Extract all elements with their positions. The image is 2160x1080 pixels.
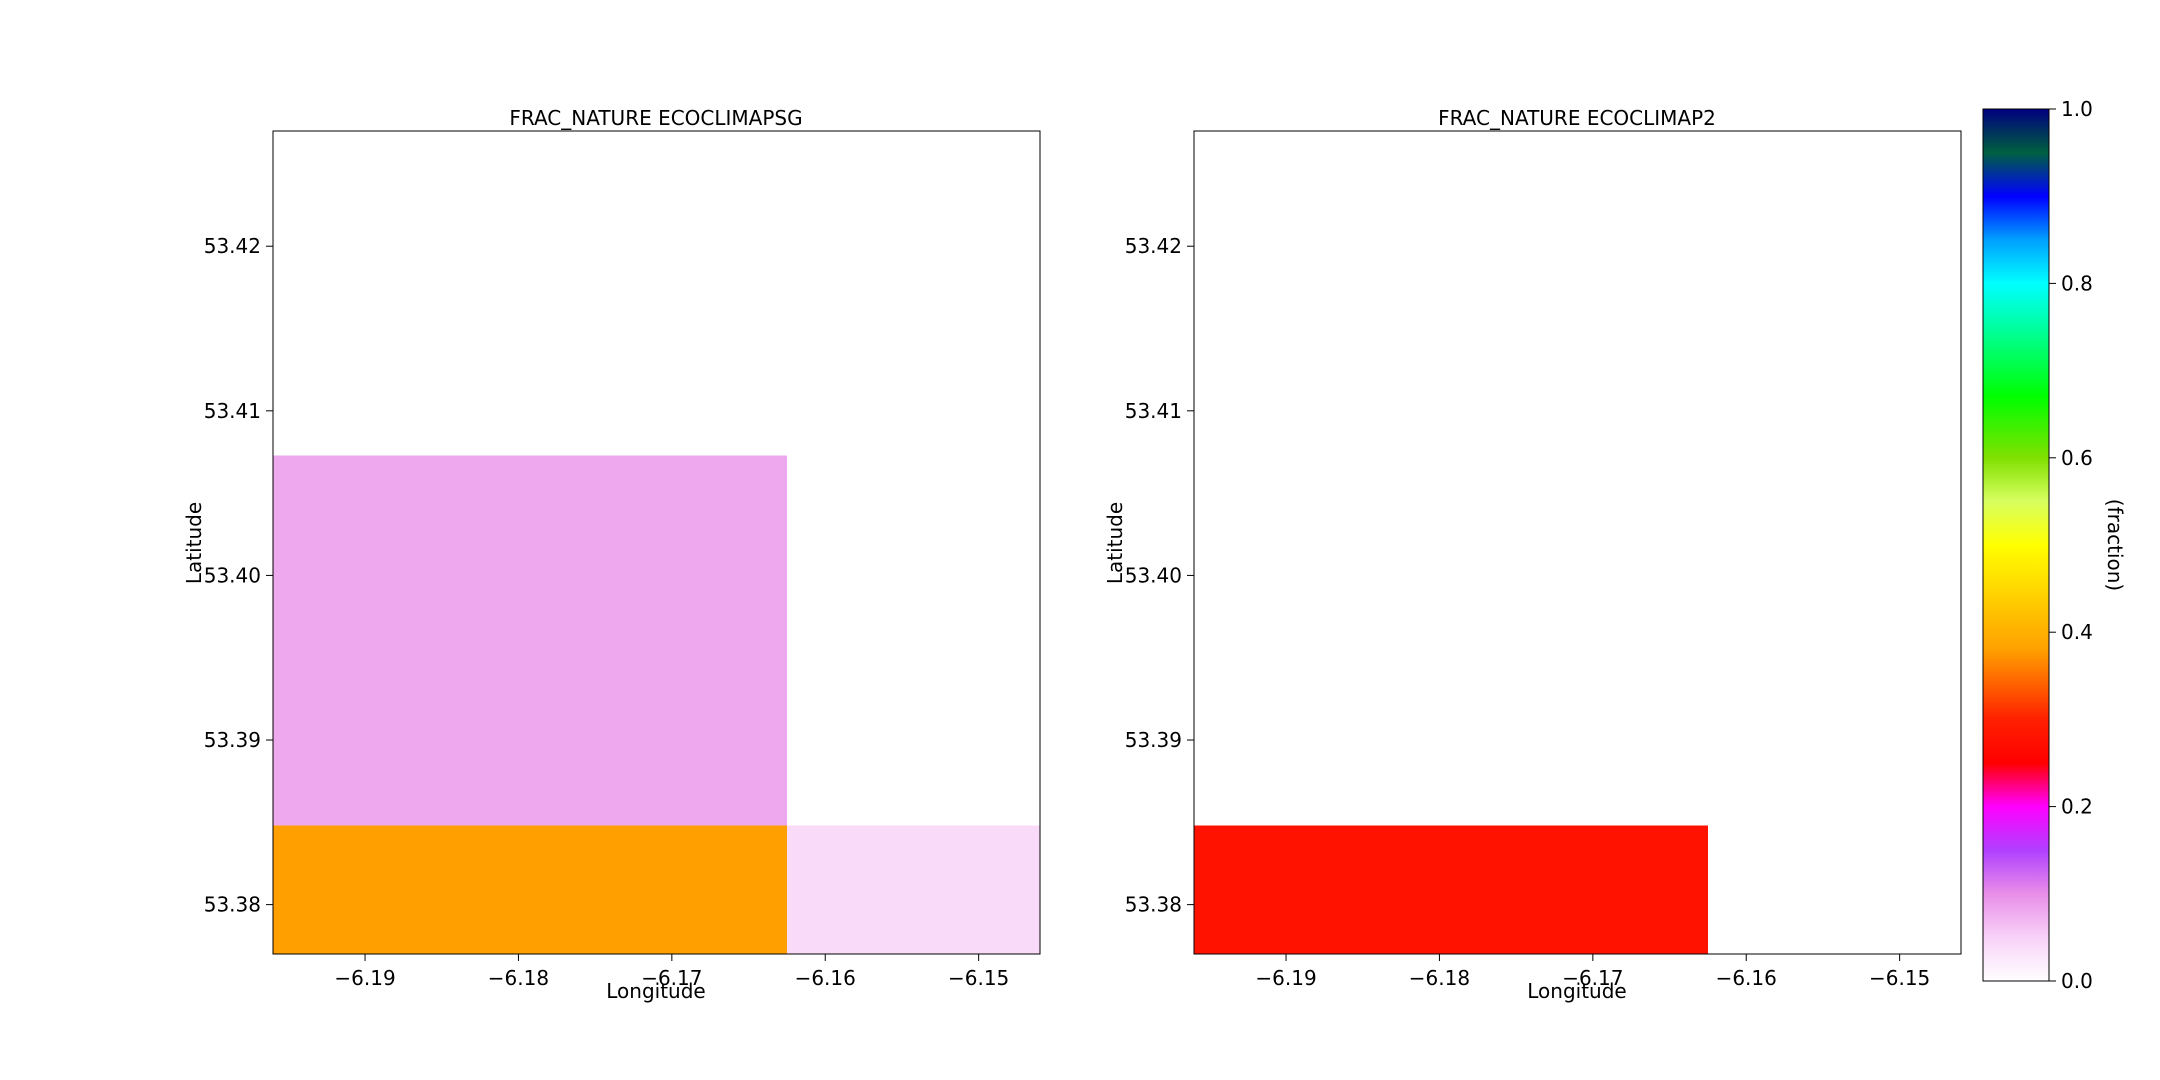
x-tick-label: −6.18 — [488, 966, 549, 990]
x-tick-label: −6.18 — [1409, 966, 1470, 990]
plot-frame — [1193, 130, 1962, 955]
heatmap-cell-0 — [273, 825, 787, 954]
colorbar-tick-label: 0.6 — [2061, 446, 2093, 470]
heatmap-cell-3 — [786, 455, 1040, 826]
x-axis-label: Longitude — [606, 979, 705, 1003]
y-axis-ticks: 53.38 53.39 53.40 53.41 53.42 — [204, 234, 273, 917]
panel-ecoclimap2: FRAC_NATURE ECOCLIMAP2 −6.19 −6.18 −6.17 −6… — [1103, 106, 1962, 1003]
x-tick-label: −6.15 — [948, 966, 1009, 990]
x-tick-label: −6.19 — [334, 966, 395, 990]
colorbar-tick-label: 1.0 — [2061, 97, 2093, 121]
y-tick-label: 53.41 — [204, 399, 261, 423]
x-axis-label: Longitude — [1527, 979, 1626, 1003]
x-tick-label: −6.17 — [1562, 966, 1623, 990]
y-axis-label: Latitude — [182, 502, 206, 584]
colorbar-tick-label: 0.2 — [2061, 795, 2093, 819]
heatmap-cells — [273, 131, 1040, 954]
plot-frame — [272, 130, 1041, 955]
x-tick-label: −6.15 — [1869, 966, 1930, 990]
colorbar-tick-label: 0.8 — [2061, 271, 2093, 295]
colorbar-ticks: 0.0 0.2 0.4 0.6 0.8 1.0 — [2049, 97, 2093, 993]
y-tick-label: 53.41 — [1125, 399, 1182, 423]
y-tick-label: 53.42 — [204, 234, 261, 258]
y-tick-label: 53.40 — [204, 563, 261, 587]
heatmap-cell-2 — [273, 455, 787, 826]
y-tick-label: 53.40 — [1125, 563, 1182, 587]
y-tick-label: 53.39 — [1125, 728, 1182, 752]
panel-ecoclimapsg: FRAC_NATURE ECOCLIMAPSG −6.19 −6.18 −6.17−… — [182, 106, 1041, 1003]
heatmap-cell-1 — [1707, 825, 1961, 954]
x-axis-ticks: −6.19 −6.18 −6.17 −6.16 −6.15 — [1255, 954, 1930, 990]
x-tick-label: −6.16 — [795, 966, 856, 990]
colorbar: 0.0 0.2 0.4 0.6 0.8 1.0 (fraction) — [1982, 97, 2127, 993]
panel-title: FRAC_NATURE ECOCLIMAPSG — [509, 106, 802, 130]
heatmap-cells — [1194, 131, 1961, 954]
x-tick-label: −6.16 — [1716, 966, 1777, 990]
y-tick-label: 53.38 — [204, 893, 261, 917]
heatmap-cell-0 — [1194, 825, 1708, 954]
x-tick-label: −6.19 — [1255, 966, 1316, 990]
y-tick-label: 53.38 — [1125, 893, 1182, 917]
x-tick-label: −6.17 — [641, 966, 702, 990]
colorbar-tick-label: 0.4 — [2061, 620, 2093, 644]
x-axis-ticks: −6.19 −6.18 −6.17 −6.16 −6.15 — [334, 954, 1009, 990]
heatmap-cell-1 — [786, 825, 1040, 954]
heatmap-cell-4 — [273, 131, 1040, 456]
colorbar-label: (fraction) — [2103, 499, 2127, 591]
colorbar-tick-label: 0.0 — [2061, 969, 2093, 993]
heatmap-cell-2 — [1194, 131, 1961, 826]
y-axis-label: Latitude — [1103, 502, 1127, 584]
y-tick-label: 53.39 — [204, 728, 261, 752]
y-tick-label: 53.42 — [1125, 234, 1182, 258]
colorbar-gradient — [1982, 108, 2050, 982]
y-axis-ticks: 53.38 53.39 53.40 53.41 53.42 — [1125, 234, 1194, 917]
panel-title: FRAC_NATURE ECOCLIMAP2 — [1438, 106, 1716, 130]
